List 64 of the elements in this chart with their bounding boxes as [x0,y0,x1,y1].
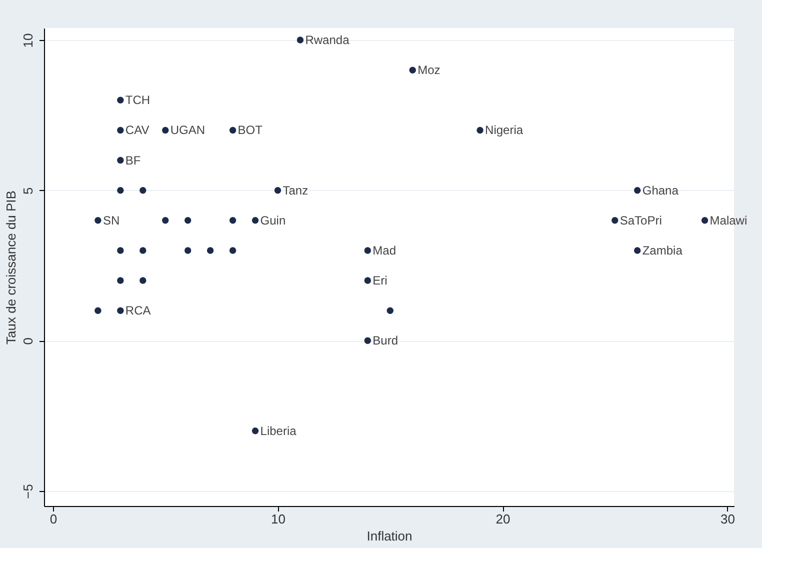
y-axis-title: Taux de croissance du PIB [4,190,18,344]
annotation: Nigeria [485,123,524,138]
annotation: TCH [125,93,150,108]
point [117,126,124,134]
point [117,156,124,164]
point [94,217,102,224]
point [117,307,124,314]
point [184,247,192,254]
x-tick-label: 0 [50,512,58,526]
point [386,307,394,314]
annotation: Ghana [642,183,679,198]
y-tick-label: −5 [20,484,36,499]
point [364,277,371,284]
annotation: Liberia [260,424,297,438]
point [409,66,416,74]
point [701,217,708,224]
point [184,217,192,224]
point [162,217,169,224]
y-tick-label: 10 [20,33,36,48]
point [117,96,124,104]
point [140,247,146,254]
annotation: UGAN [170,123,206,138]
point [229,217,236,224]
point [140,277,146,284]
y-tick-label: 5 [20,187,36,194]
point [296,36,304,44]
point [229,126,236,134]
point [229,247,236,254]
point [476,126,484,134]
annotation: Malawi [710,213,748,228]
annotation: Tanz [282,183,308,198]
point [364,247,371,254]
annotation: Burd [372,334,398,348]
annotation: Mad [372,243,396,258]
point [140,186,146,194]
point [252,427,259,434]
annotation: SaToPri [620,213,662,228]
x-tick-label: 10 [271,512,286,526]
y-tick-label: 0 [20,338,36,345]
point [274,186,282,194]
point [206,247,214,254]
point [612,217,618,224]
point [364,337,371,344]
annotation: BF [125,153,141,168]
annotation: Eri [372,274,388,288]
annotation: SN [102,213,120,228]
x-tick-label: 20 [496,512,510,526]
annotation: BOT [238,123,264,138]
annotation: Rwanda [305,33,350,48]
point [162,126,169,134]
point [117,186,124,194]
annotation: RCA [125,304,151,318]
point [634,186,641,194]
annotation: Guin [260,213,286,228]
annotation: Moz [418,63,440,78]
point [94,307,102,314]
point [252,217,259,224]
point [117,277,124,284]
point [634,247,641,254]
x-axis-title: Inflation [366,528,412,544]
point [117,247,124,254]
annotation: Zambia [642,243,683,258]
x-tick-label: 30 [720,512,735,526]
annotation: CAV [125,123,150,138]
